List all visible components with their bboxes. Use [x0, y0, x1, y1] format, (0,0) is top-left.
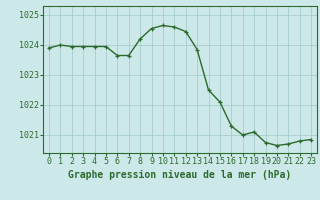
- X-axis label: Graphe pression niveau de la mer (hPa): Graphe pression niveau de la mer (hPa): [68, 170, 292, 180]
